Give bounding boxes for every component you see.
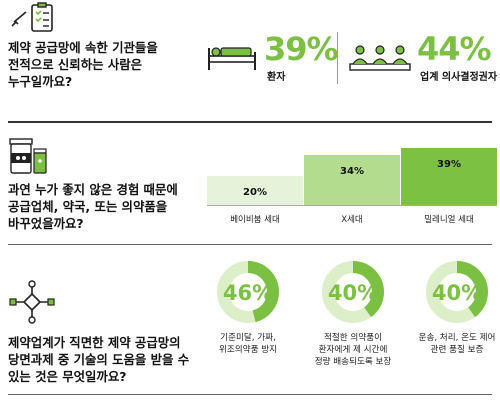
section-divider-1 (8, 121, 492, 123)
stat-decision-makers-value: 44% (417, 30, 492, 68)
stat-patients-label: 환자 (267, 72, 286, 83)
question-switching: 과연 누가 좋지 않은 경험 때문에 공급업체, 약국, 또는 의약품을 바꾸었… (8, 182, 178, 231)
stat-decision-makers-label: 업계 의사결정권자 (420, 72, 498, 83)
stat-patients-value: 39% (264, 30, 339, 68)
pharmacy-bottles-icon (9, 138, 47, 174)
donut-counterfeit-prevention: 46% (217, 261, 279, 323)
section-divider-3 (8, 394, 492, 395)
category-label-gen-x: X세대 (341, 215, 363, 225)
donut-delivery-value: 40% (328, 281, 378, 305)
category-label-baby-boomers: 베이비붐 세대 (230, 215, 280, 225)
question-trust: 제약 공급망에 속한 기관들을 전적으로 신뢰하는 사람은 누구일까요? (8, 40, 158, 89)
chart-baseline (207, 205, 497, 206)
donut-counterfeit-value: 46% (223, 281, 273, 305)
stat-separator (337, 32, 338, 84)
bar-gen-x: 34% (304, 155, 400, 205)
bar-baby-boomers: 20% (207, 176, 303, 205)
donut-delivery-caption: 적절한 의약품이 환자에게 제 시간에 정량 배송되도록 보장 (314, 333, 392, 367)
category-label-millennials: 밀레니얼 세대 (424, 215, 474, 225)
donut-timely-delivery: 40% (322, 261, 384, 323)
decision-makers-icon (349, 45, 411, 71)
donut-quality-assurance: 40% (426, 261, 488, 323)
patient-bed-icon (208, 47, 256, 70)
bar-millennials: 39% (401, 148, 497, 205)
checklist-icon (11, 2, 53, 32)
donut-counterfeit-caption: 기준미달, 가짜, 위조의약품 방지 (218, 333, 278, 355)
donut-quality-caption: 운송, 처리, 온도 제어 관련 품질 보증 (418, 333, 496, 355)
network-flow-icon (9, 280, 55, 324)
donut-quality-value: 40% (432, 281, 482, 305)
question-technology: 제약업계가 직면한 제약 공급망의 당면과제 중 기술의 도움을 받을 수 있는… (8, 335, 190, 384)
section-divider-2 (8, 244, 492, 245)
